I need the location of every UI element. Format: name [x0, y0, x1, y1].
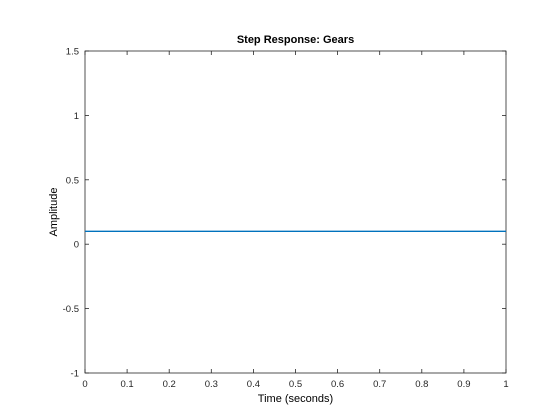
y-tick-label: 1: [74, 111, 79, 122]
x-tick-label: 0: [82, 379, 87, 390]
y-tick-label: 0.5: [66, 175, 79, 186]
chart-title: Step Response: Gears: [237, 34, 354, 46]
x-tick-label: 0.6: [331, 379, 344, 390]
x-tick-label: 0.9: [457, 379, 470, 390]
plot-area: 0 0.1 0.2 0.3 0.4 0.5 0.6 0.7 0.8 0.9 1 -1 -0.5 0 0.5…: [63, 47, 509, 391]
y-tick-label: 0: [74, 240, 79, 251]
x-axis-label: Time (seconds): [258, 393, 333, 405]
x-axis-ticks: 0 0.1 0.2 0.3 0.4 0.5 0.6 0.7 0.8 0.9 1: [82, 51, 509, 390]
x-tick-label: 0.4: [247, 379, 260, 390]
x-tick-label: 0.5: [289, 379, 302, 390]
x-tick-label: 0.8: [415, 379, 428, 390]
y-tick-label: 1.5: [66, 47, 79, 58]
axes-box: [84, 50, 507, 374]
x-tick-label: 0.7: [373, 379, 386, 390]
y-tick-label: -1: [71, 369, 79, 380]
y-axis-label: Amplitude: [48, 188, 60, 237]
y-axis-ticks: -1 -0.5 0 0.5 1 1.5: [63, 47, 506, 380]
x-tick-label: 0.2: [163, 379, 176, 390]
x-tick-label: 0.1: [120, 379, 133, 390]
x-tick-label: 0.3: [205, 379, 218, 390]
y-tick-label: -0.5: [63, 304, 79, 315]
x-tick-label: 1: [503, 379, 508, 390]
